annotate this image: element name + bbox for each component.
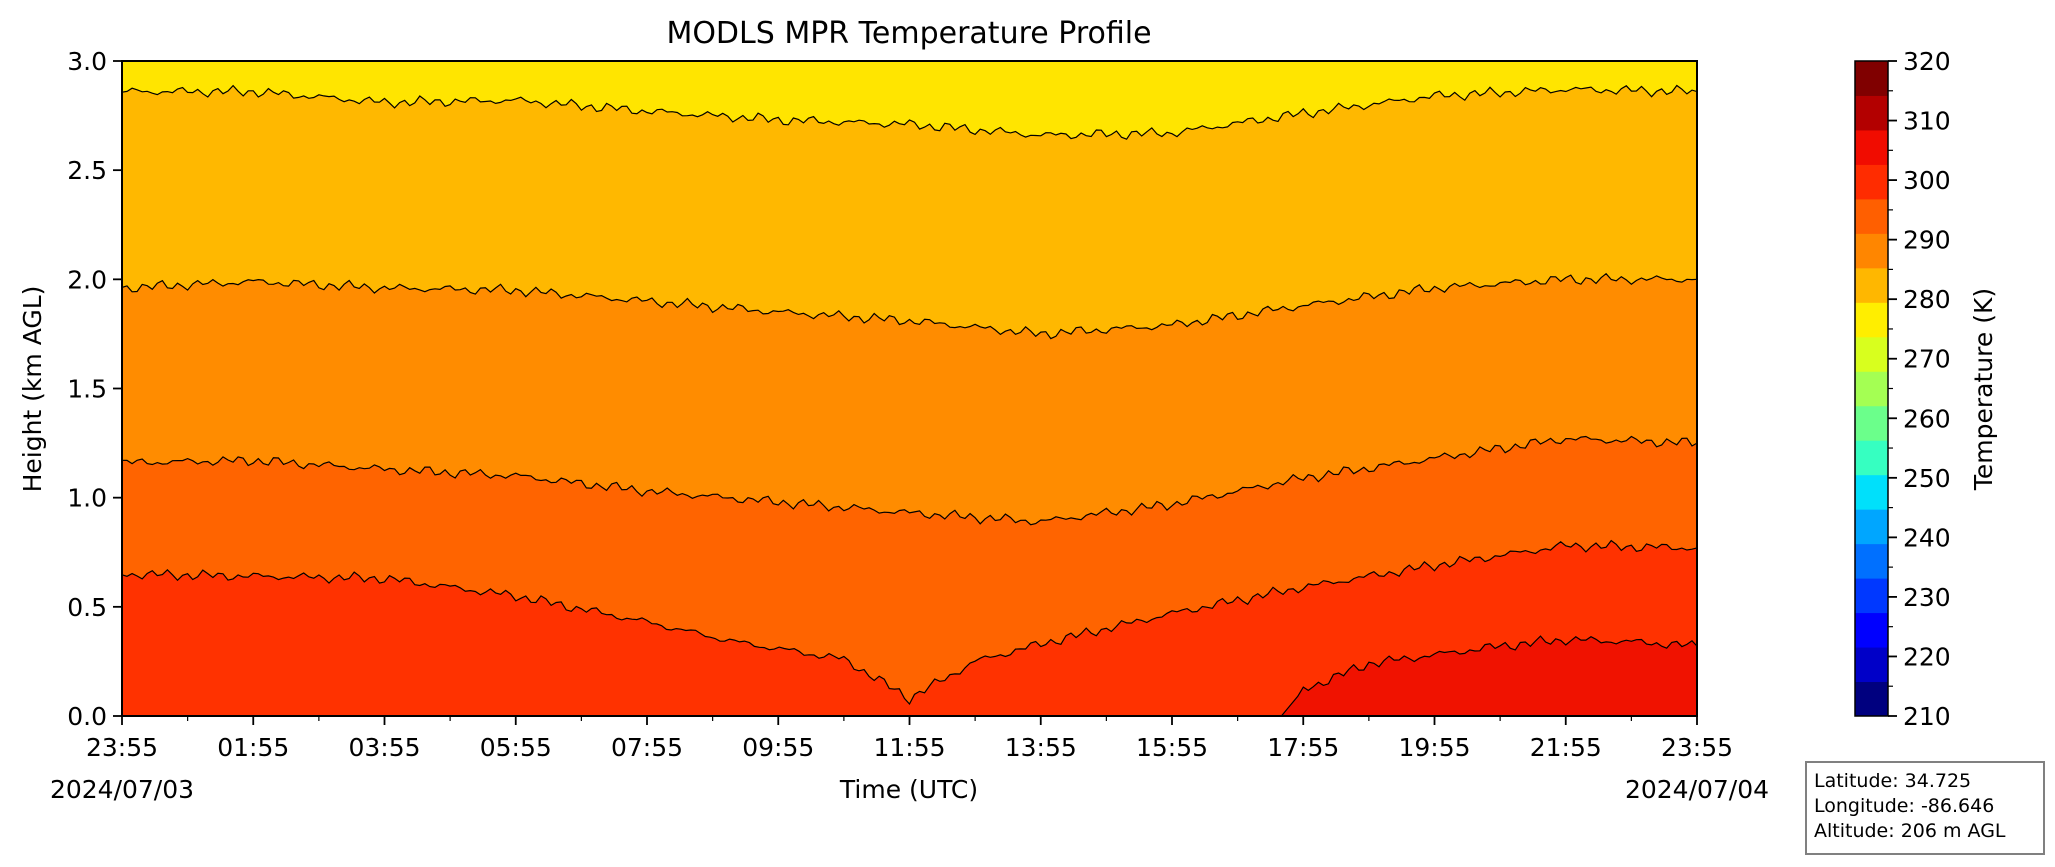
- band-305-310: [1281, 636, 1697, 716]
- colorbar-tick-label: 310: [1903, 107, 1951, 136]
- y-tick-label: 0.5: [67, 593, 107, 622]
- colorbar-segment: [1855, 612, 1888, 648]
- x-tick-label: 21:55: [1530, 733, 1602, 762]
- y-tick-label: 0.0: [67, 702, 107, 731]
- colorbar-segment: [1855, 267, 1888, 303]
- y-tick-label: 1.5: [67, 375, 107, 404]
- x-end-date: 2024/07/04: [1625, 775, 1769, 804]
- colorbar-segment: [1855, 440, 1888, 476]
- band-300-305: [122, 540, 1697, 716]
- y-tick-label: 2.0: [67, 265, 107, 294]
- plot-area: [122, 61, 1697, 716]
- x-tick-label: 05:55: [480, 733, 552, 762]
- chart-title: MODLS MPR Temperature Profile: [666, 16, 1151, 51]
- colorbar-tick-label: 300: [1903, 166, 1951, 195]
- colorbar-tick-label: 240: [1903, 523, 1951, 552]
- x-tick-label: 11:55: [873, 733, 945, 762]
- contour-305: [1280, 635, 1697, 716]
- colorbar-tick-label: 220: [1903, 642, 1951, 671]
- x-tick-label: 07:55: [611, 733, 683, 762]
- x-tick-label: 23:55: [86, 733, 158, 762]
- colorbar-segment: [1855, 578, 1888, 614]
- colorbar-segment: [1855, 302, 1888, 338]
- x-tick-label: 19:55: [1398, 733, 1470, 762]
- y-axis: 0.0 0.5 1.0 1.5 2.0 2.5 3.0: [67, 47, 122, 731]
- x-start-date: 2024/07/03: [50, 775, 194, 804]
- colorbar-segment: [1855, 61, 1888, 96]
- colorbar: 210 220 230 240 250 260 270 280 290 300 310 320: [1854, 47, 1951, 731]
- colorbar-tick-label: 210: [1903, 702, 1951, 731]
- y-axis-label: Height (km AGL): [18, 286, 47, 493]
- colorbar-segment: [1855, 95, 1888, 131]
- colorbar-segment: [1855, 647, 1888, 683]
- colorbar-tick-label: 320: [1903, 47, 1951, 76]
- x-tick-label: 13:55: [1005, 733, 1077, 762]
- x-tick-label: 09:55: [742, 733, 814, 762]
- colorbar-segment: [1855, 371, 1888, 407]
- colorbar-tick-label: 270: [1903, 345, 1951, 374]
- x-tick-label: 23:55: [1661, 733, 1733, 762]
- colorbar-segment: [1855, 198, 1888, 234]
- x-axis: 23:55 01:55 03:55 05:55 07:55 09:55 11:55 13:55…: [86, 716, 1733, 762]
- y-tick-label: 2.5: [67, 156, 107, 185]
- latitude-text: Latitude: 34.725: [1814, 770, 1972, 792]
- colorbar-segment: [1855, 129, 1888, 165]
- colorbar-segment: [1855, 509, 1888, 545]
- colorbar-segment: [1855, 681, 1888, 717]
- colorbar-tick-label: 260: [1903, 404, 1951, 433]
- colorbar-tick-label: 280: [1903, 285, 1951, 314]
- colorbar-segment: [1855, 336, 1888, 372]
- x-tick-label: 15:55: [1136, 733, 1208, 762]
- colorbar-segment: [1855, 164, 1888, 200]
- location-info-box: Latitude: 34.725 Longitude: -86.646 Alti…: [1805, 761, 2045, 855]
- contour-285: [122, 84, 1697, 140]
- colorbar-tick-label: 290: [1903, 226, 1951, 255]
- y-tick-label: 1.0: [67, 484, 107, 513]
- contour-lines: [122, 84, 1697, 716]
- x-axis-label: Time (UTC): [839, 775, 978, 804]
- colorbar-segment: [1855, 543, 1888, 579]
- colorbar-tick-label: 250: [1903, 464, 1951, 493]
- colorbar-segment: [1855, 233, 1888, 269]
- altitude-text: Altitude: 206 m AGL: [1814, 820, 2006, 842]
- contour-295: [122, 435, 1697, 526]
- colorbar-segment: [1855, 405, 1888, 441]
- colorbar-tick-label: 230: [1903, 583, 1951, 612]
- x-tick-label: 03:55: [348, 733, 420, 762]
- contour-290: [122, 272, 1697, 340]
- colorbar-segment: [1855, 474, 1888, 510]
- contour-300: [122, 539, 1697, 706]
- longitude-text: Longitude: -86.646: [1814, 795, 1995, 817]
- colorbar-label: Temperature (K): [1969, 288, 1998, 491]
- y-tick-label: 3.0: [67, 47, 107, 76]
- x-tick-label: 01:55: [217, 733, 289, 762]
- x-tick-label: 17:55: [1267, 733, 1339, 762]
